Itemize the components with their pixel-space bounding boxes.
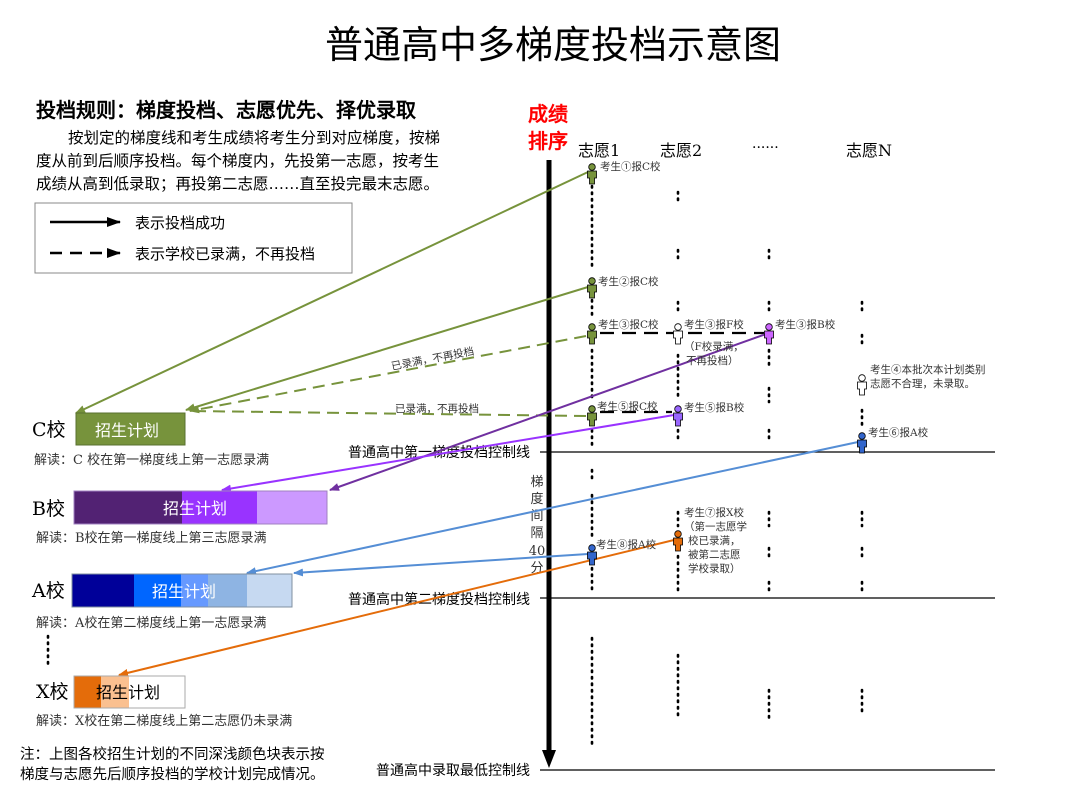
first-control-line-label: 普通高中第一梯度投档控制线 <box>348 444 530 461</box>
page-title: 普通高中多梯度投档示意图 <box>325 23 781 67</box>
student3-f-note-1: （F校录满， <box>684 340 744 353</box>
axis-label-score: 成绩 <box>528 102 568 126</box>
school-b: B校 招生计划 解读：B校在第一梯度线上第三志愿录满 <box>32 490 328 546</box>
school-c-plan-label: 招生计划 <box>95 421 159 440</box>
student7-label-2: （第一志愿学 <box>684 520 747 533</box>
school-b-segment-3 <box>257 491 327 524</box>
school-x-interpretation: 解读：X校在第二梯度线上第二志愿仍未录满 <box>36 713 292 729</box>
rules-line-3: 成绩从高到低录取；再投第二志愿……直至投完最末志愿。 <box>36 175 439 193</box>
gradient-gap-label: 梯 度 间 隔 40 分 <box>529 475 546 576</box>
arrow-student8-to-a <box>293 553 589 577</box>
student3-f-note-2: 不再投档） <box>686 354 739 367</box>
school-b-name: B校 <box>32 498 65 520</box>
arrow-student5-to-b <box>221 414 675 493</box>
student7-label-3: 校已录满， <box>688 534 741 547</box>
student6-icon <box>857 432 867 454</box>
second-control-line-label: 普通高中第二梯度投档控制线 <box>348 591 530 608</box>
column-ellipsis: ······ <box>752 140 779 156</box>
student1-icon <box>587 163 597 185</box>
rules-line-1: 按划定的梯度线和考生成绩将考生分到对应梯度，按梯 <box>68 128 440 147</box>
arrow-student3-to-b <box>329 333 767 491</box>
school-x-segment-1 <box>74 676 101 708</box>
student7-icon <box>673 530 683 552</box>
note-line-1: 注：上图各校招生计划的不同深浅颜色块表示按 <box>20 746 325 763</box>
school-c: C校 招生计划 解读：C 校在第一梯度线上第一志愿录满 <box>32 412 269 468</box>
full-label-1: 已录满，不再投档 <box>390 345 475 373</box>
column-choice-1: 志愿1 <box>578 141 620 160</box>
student5-label-c: 考生⑤报C校 <box>597 400 658 413</box>
school-a-segment-3 <box>181 574 208 607</box>
arrow-student6-to-a <box>246 441 859 576</box>
student4-icon <box>857 374 867 396</box>
student5-icon-choice2 <box>673 405 683 427</box>
dotted-columns <box>590 184 864 747</box>
axis-arrow-icon <box>542 750 556 768</box>
student8-label: 考生⑧报A校 <box>596 538 657 551</box>
student3-icon-choice2 <box>673 323 683 345</box>
column-choice-2: 志愿2 <box>660 141 702 160</box>
arrow-student1-to-c <box>75 171 589 414</box>
rules-heading: 投档规则：梯度投档、志愿优先、择优录取 <box>36 98 416 122</box>
student4-label-1: 考生④本批次本计划类别 <box>870 363 986 376</box>
arrow-student3-c-full <box>189 335 587 414</box>
student7-label-4: 被第二志愿 <box>688 548 741 561</box>
student3-label-b: 考生③报B校 <box>775 318 836 331</box>
arrow-student7-to-x <box>118 539 675 677</box>
school-b-segment-1 <box>74 491 182 524</box>
school-b-interpretation: 解读：B校在第一梯度线上第三志愿录满 <box>36 530 267 546</box>
student7-label-1: 考生⑦报X校 <box>684 506 744 519</box>
school-b-segment-2 <box>182 491 257 524</box>
note-line-2: 梯度与志愿先后顺序投档的学校计划完成情况。 <box>20 766 325 783</box>
student7-label-5: 学校录取） <box>688 562 741 575</box>
column-choice-n: 志愿N <box>846 141 892 160</box>
axis-label-rank: 排序 <box>528 129 568 153</box>
legend-solid-label: 表示投档成功 <box>135 214 225 232</box>
school-c-plan-bar <box>75 412 186 446</box>
student2-label: 考生②报C校 <box>598 275 659 288</box>
school-a-plan-label: 招生计划 <box>152 582 216 601</box>
svg-text:40: 40 <box>529 544 546 559</box>
school-a: A校 招生计划 解读：A校在第二梯度线上第一志愿录满 <box>31 573 293 631</box>
svg-text:梯: 梯 <box>530 475 543 490</box>
student5-label-b: 考生⑤报B校 <box>684 401 745 414</box>
student4-label-2: 志愿不合理，未录取。 <box>870 377 975 390</box>
school-a-segment-1 <box>72 574 134 607</box>
arrow-student2-to-c <box>185 286 589 412</box>
student2-icon <box>587 277 597 299</box>
school-b-plan-label: 招生计划 <box>163 499 227 518</box>
full-label-2: 已录满，不再投档 <box>395 402 479 415</box>
lowest-control-line-label: 普通高中录取最低控制线 <box>376 762 530 779</box>
school-c-name: C校 <box>32 419 66 441</box>
school-a-segment-4 <box>208 574 247 607</box>
student6-label: 考生⑥报A校 <box>868 426 929 439</box>
school-x-name: X校 <box>36 681 69 703</box>
school-x: X校 招生计划 解读：X校在第二梯度线上第二志愿仍未录满 <box>36 675 292 729</box>
svg-text:间: 间 <box>530 509 543 524</box>
school-a-interpretation: 解读：A校在第二梯度线上第一志愿录满 <box>36 615 266 631</box>
school-x-segment-2 <box>101 676 129 708</box>
student3-label-c: 考生③报C校 <box>598 318 659 331</box>
rules-line-2: 度从前到后顺序投档。每个梯度内，先投第一志愿，按考生 <box>36 152 439 170</box>
student5-icon-choice1 <box>587 405 597 427</box>
svg-text:度: 度 <box>530 491 543 507</box>
student3-icon-choice3 <box>764 323 774 345</box>
school-a-segment-2 <box>134 574 181 607</box>
student1-label: 考生①报C校 <box>600 160 661 173</box>
school-a-name: A校 <box>31 580 65 602</box>
school-x-plan-label: 招生计划 <box>96 683 160 702</box>
student3-icon-choice1 <box>587 323 597 345</box>
student3-label-f: 考生③报F校 <box>684 318 744 331</box>
school-a-segment-5 <box>247 574 292 607</box>
svg-text:隔: 隔 <box>530 526 543 541</box>
legend-dashed-label: 表示学校已录满，不再投档 <box>135 245 315 263</box>
school-c-interpretation: 解读：C 校在第一梯度线上第一志愿录满 <box>34 452 269 468</box>
arrow-student5-c-full <box>189 410 587 417</box>
legend: 表示投档成功 表示学校已录满，不再投档 <box>34 202 353 274</box>
